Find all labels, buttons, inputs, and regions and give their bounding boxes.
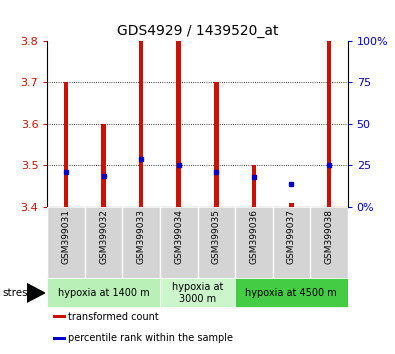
Text: GSM399034: GSM399034 — [174, 209, 183, 264]
Bar — [235, 279, 348, 307]
Text: hypoxia at 1400 m: hypoxia at 1400 m — [58, 288, 149, 298]
Bar — [64, 82, 68, 207]
Bar — [214, 82, 218, 207]
Bar — [53, 337, 66, 340]
Bar — [160, 279, 235, 307]
Text: GSM399033: GSM399033 — [137, 209, 146, 264]
Text: GSM399036: GSM399036 — [249, 209, 258, 264]
Bar — [47, 279, 160, 307]
Text: stress: stress — [2, 288, 33, 298]
Text: percentile rank within the sample: percentile rank within the sample — [68, 333, 233, 343]
Text: GSM399038: GSM399038 — [324, 209, 333, 264]
Text: GSM399031: GSM399031 — [62, 209, 71, 264]
Bar — [53, 315, 66, 318]
Text: GSM399032: GSM399032 — [99, 209, 108, 264]
Text: hypoxia at
3000 m: hypoxia at 3000 m — [172, 282, 223, 304]
Bar — [289, 203, 293, 207]
Bar — [139, 41, 143, 207]
Bar — [252, 166, 256, 207]
Text: hypoxia at 4500 m: hypoxia at 4500 m — [245, 288, 337, 298]
Bar — [102, 124, 106, 207]
Text: transformed count: transformed count — [68, 312, 159, 321]
Text: GSM399035: GSM399035 — [212, 209, 221, 264]
Polygon shape — [27, 284, 45, 302]
Title: GDS4929 / 1439520_at: GDS4929 / 1439520_at — [117, 24, 278, 38]
Bar — [327, 41, 331, 207]
Bar — [177, 41, 181, 207]
Text: GSM399037: GSM399037 — [287, 209, 296, 264]
